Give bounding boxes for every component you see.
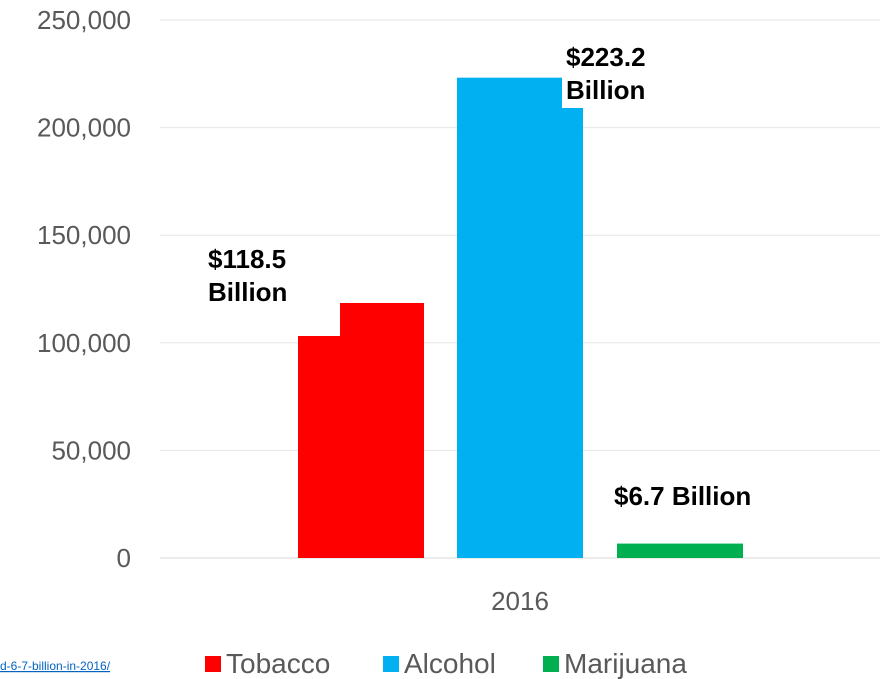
- bar-tobacco: [298, 302, 424, 558]
- source-link[interactable]: d-6-7-billion-in-2016/: [0, 659, 111, 673]
- x-axis: 2016: [491, 586, 549, 616]
- y-tick-label: 0: [117, 543, 131, 573]
- legend-label-marijuana: Marijuana: [564, 648, 687, 679]
- legend-swatch-alcohol: [383, 656, 399, 672]
- data-label-bg: [204, 270, 340, 336]
- data-label-line: $223.2: [566, 42, 646, 72]
- y-tick-label: 100,000: [37, 328, 131, 358]
- y-tick-label: 200,000: [37, 113, 131, 143]
- legend: Tobacco Alcohol Marijuana: [205, 648, 687, 679]
- y-tick-label: 50,000: [51, 435, 131, 465]
- category-label: 2016: [491, 586, 549, 616]
- bar-alcohol: [457, 77, 583, 559]
- legend-label-tobacco: Tobacco: [226, 648, 330, 679]
- data-label-tobacco: $118.5 Billion: [208, 244, 287, 307]
- data-label-alcohol: $223.2 Billion: [566, 42, 646, 105]
- data-label-bg: [562, 68, 672, 108]
- data-label-marijuana: $6.7 Billion: [614, 481, 751, 511]
- data-labels: $118.5 Billion$223.2 Billion$6.7 Billion: [204, 42, 751, 511]
- y-tick-label: 150,000: [37, 220, 131, 250]
- y-tick-label: 250,000: [37, 5, 131, 35]
- legend-swatch-tobacco: [205, 656, 221, 672]
- bar-marijuana: [617, 543, 743, 558]
- data-label-line: $6.7 Billion: [614, 481, 751, 511]
- bars: [298, 77, 743, 559]
- legend-swatch-marijuana: [543, 656, 559, 672]
- data-label-line: Billion: [208, 277, 287, 307]
- data-label-line: Billion: [566, 75, 645, 105]
- data-label-line: $118.5: [208, 244, 286, 274]
- y-axis: 0 50,000 100,000 150,000 200,000 250,000: [37, 5, 131, 573]
- legend-label-alcohol: Alcohol: [404, 648, 496, 679]
